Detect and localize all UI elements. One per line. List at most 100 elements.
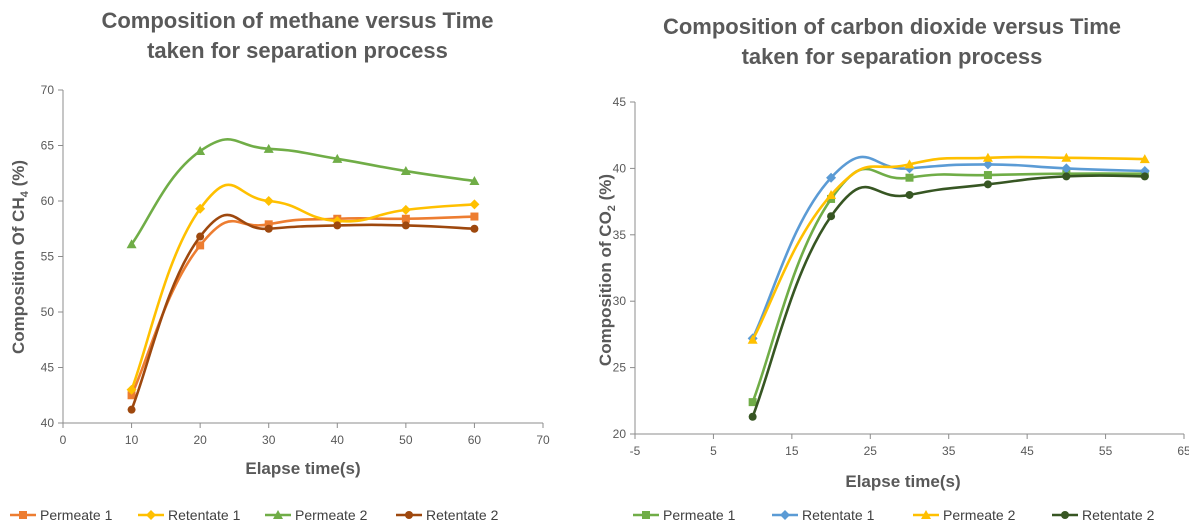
legend-item: Retentate 1 <box>138 507 241 521</box>
legend-item: Permeate 2 <box>913 507 1016 521</box>
y-axis-title-unit: (%) <box>9 160 28 191</box>
data-point <box>264 220 273 229</box>
legend: Permeate 1 Retentate 1 Permeate 2 Retentate… <box>633 507 1155 521</box>
data-point <box>127 391 136 400</box>
legend-swatch-marker <box>273 510 283 519</box>
series-line <box>130 183 476 391</box>
legend-item: Retentate 2 <box>396 507 499 521</box>
data-point <box>469 199 480 210</box>
legend: Permeate 1 Retentate 1 Permeate 2 Retentate… <box>10 507 499 521</box>
data-point <box>263 143 274 153</box>
legend-label: Retentate 1 <box>802 507 875 521</box>
legend-item: Permeate 1 <box>10 507 113 521</box>
series-retentate-1 <box>747 155 1150 344</box>
data-point <box>904 159 915 169</box>
data-point <box>826 172 837 183</box>
chart-title: Composition of carbon dioxide versus Tim… <box>595 12 1189 72</box>
data-point <box>195 203 206 214</box>
data-point <box>196 241 205 250</box>
data-point <box>401 221 410 230</box>
data-point <box>1061 152 1072 162</box>
series-line <box>751 174 1147 419</box>
chart-title: Composition of methane versus Time taken… <box>0 6 595 66</box>
y-tick-label: 45 <box>613 95 627 109</box>
data-point <box>1062 172 1071 181</box>
x-tick-label: 5 <box>710 444 717 458</box>
data-point <box>126 384 137 395</box>
legend-swatch-marker <box>1061 511 1069 519</box>
y-tick-label: 65 <box>41 139 55 153</box>
legend-swatch-marker <box>642 511 650 519</box>
y-axis-title: Composition Of CH4 (%) <box>9 160 31 354</box>
data-point <box>333 221 342 230</box>
x-tick-label: 45 <box>1020 444 1034 458</box>
legend-item: Retentate 2 <box>1052 507 1155 521</box>
data-point <box>470 212 479 221</box>
data-point <box>747 334 758 344</box>
data-point <box>905 173 914 182</box>
series-permeate-1 <box>127 212 479 400</box>
methane-chart: Composition of methane versus Time taken… <box>0 6 595 521</box>
x-tick-label: 60 <box>468 433 482 447</box>
series-line <box>130 215 476 397</box>
x-tick-label: 65 <box>1177 444 1189 458</box>
data-point <box>905 190 914 199</box>
series-line <box>130 213 476 411</box>
data-point <box>982 152 993 162</box>
legend-swatch-marker <box>921 510 931 519</box>
x-tick-label: 0 <box>60 433 67 447</box>
chart-title-line-1: Composition of methane versus Time <box>101 8 494 33</box>
data-point <box>826 189 837 199</box>
data-point <box>983 171 992 180</box>
x-tick-label: 30 <box>262 433 276 447</box>
x-tick-label: 15 <box>785 444 799 458</box>
data-point <box>126 239 137 249</box>
y-tick-label: 30 <box>613 294 627 308</box>
x-tick-label: 20 <box>193 433 207 447</box>
data-point <box>127 405 136 414</box>
y-axis-title-subscript: 2 <box>606 205 618 211</box>
legend-label: Retentate 2 <box>426 507 499 521</box>
legend-item: Retentate 1 <box>772 507 875 521</box>
carbon-dioxide-chart: Composition of carbon dioxide versus Tim… <box>595 0 1189 521</box>
x-axis-title: Elapse time(s) <box>245 459 360 478</box>
data-point <box>982 159 993 170</box>
y-axis-title-text: Composition of CO <box>596 211 615 366</box>
data-point <box>1139 154 1150 164</box>
legend-label: Retentate 2 <box>1082 507 1155 521</box>
legend-label: Permeate 1 <box>663 507 736 521</box>
data-point <box>1061 163 1072 174</box>
legend-swatch-marker <box>146 510 156 520</box>
y-tick-label: 45 <box>41 361 55 375</box>
data-point <box>401 214 410 223</box>
y-tick-label: 25 <box>613 361 627 375</box>
x-tick-label: 25 <box>864 444 878 458</box>
y-axis-title-unit: (%) <box>596 174 615 205</box>
series-retentate-2 <box>748 172 1149 421</box>
series-retentate-1 <box>126 183 480 395</box>
data-point <box>400 166 411 176</box>
data-point <box>983 180 992 189</box>
data-point <box>263 196 274 206</box>
y-axis-title-subscript: 4 <box>19 190 31 197</box>
series-line <box>130 138 476 246</box>
series-permeate-2 <box>126 138 480 249</box>
y-tick-label: 20 <box>613 427 627 441</box>
series-retentate-2 <box>127 213 479 414</box>
data-point <box>196 232 205 241</box>
legend-label: Permeate 2 <box>295 507 368 521</box>
chart-title-line-2: taken for separation process <box>147 38 448 63</box>
series-permeate-2 <box>747 152 1150 344</box>
legend-label: Permeate 2 <box>943 507 1016 521</box>
x-tick-label: 70 <box>536 433 550 447</box>
x-tick-label: 50 <box>399 433 413 447</box>
legend-label: Retentate 1 <box>168 507 241 521</box>
chart-title-line-2: taken for separation process <box>741 44 1043 69</box>
x-tick-label: 10 <box>125 433 139 447</box>
legend-swatch-marker <box>780 510 790 520</box>
x-tick-label: 35 <box>942 444 956 458</box>
x-tick-label: 40 <box>331 433 345 447</box>
data-point <box>400 204 411 215</box>
data-point <box>469 176 480 186</box>
data-point <box>195 146 206 156</box>
